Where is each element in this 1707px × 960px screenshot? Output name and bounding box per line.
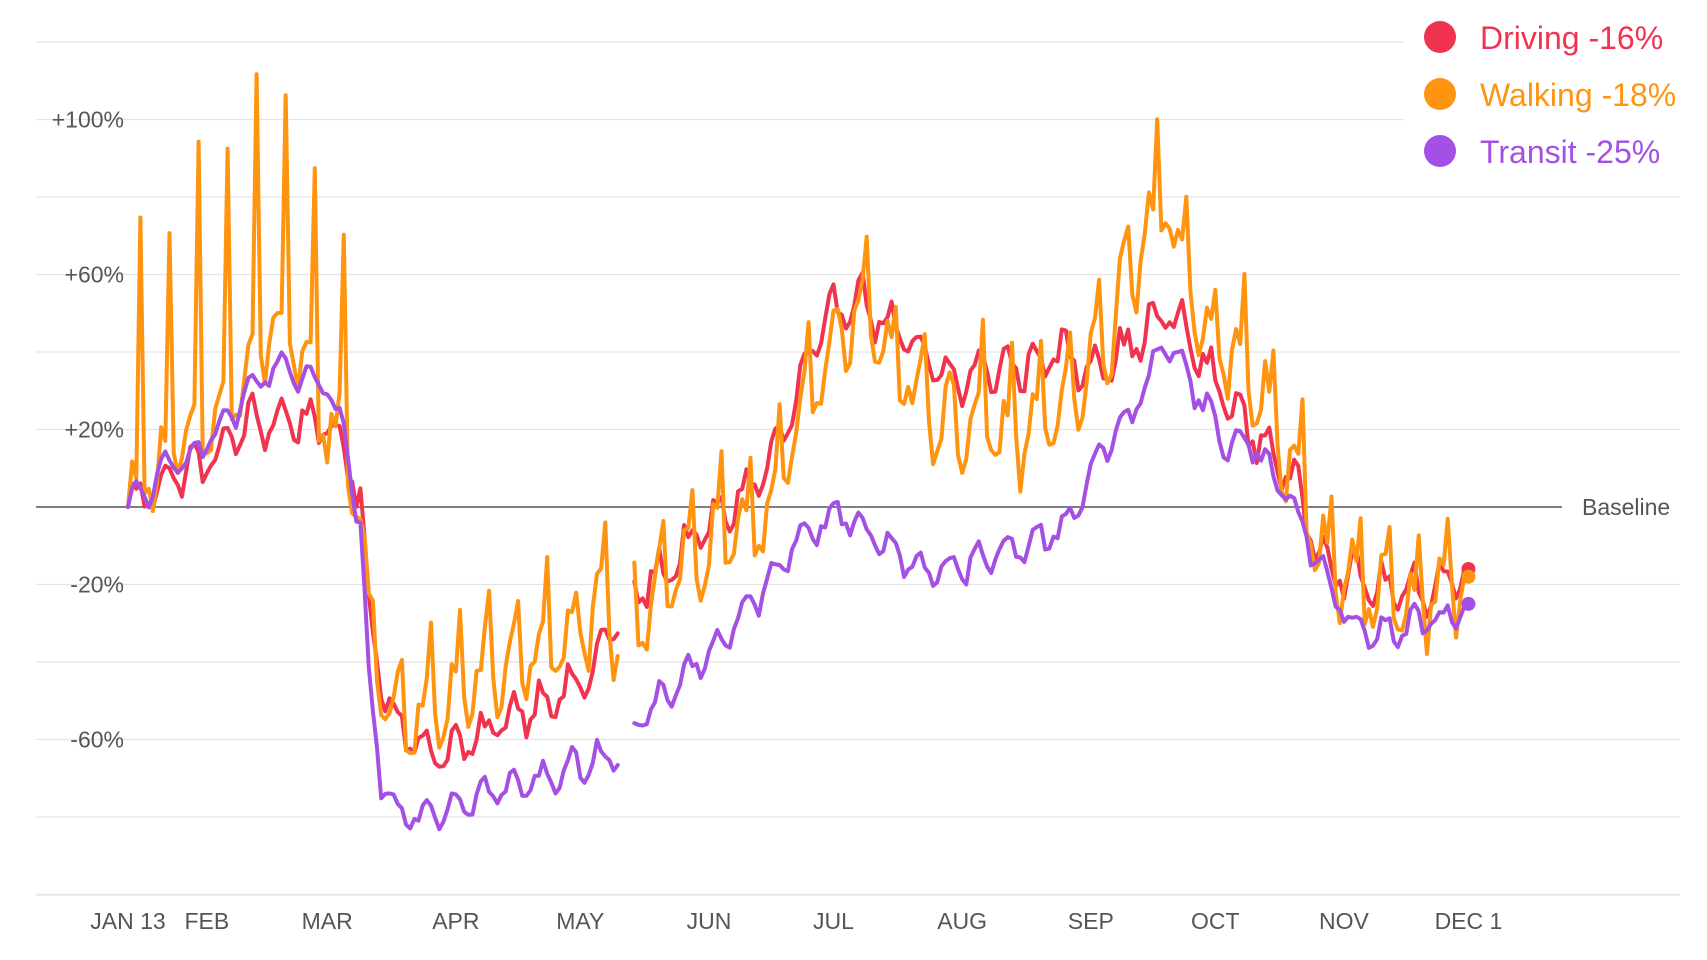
x-tick-label: OCT (1191, 908, 1240, 934)
legend-label-driving: Driving -16% (1480, 20, 1663, 56)
x-tick-label: APR (432, 908, 479, 934)
y-tick-label: +60% (65, 262, 124, 288)
x-tick-label: MAY (556, 908, 604, 934)
series-end-marker-transit (1461, 596, 1476, 611)
x-tick-label: DEC 1 (1435, 908, 1503, 934)
axis-labels: Baseline +100% +60% +20% -20% -60% JAN 13 FEB MA… (52, 107, 1671, 935)
y-tick-label: -20% (70, 572, 124, 598)
x-tick-label: MAR (302, 908, 353, 934)
x-tick-label: JUN (687, 908, 732, 934)
series-line-driving (126, 270, 1471, 769)
x-tick-label: AUG (937, 908, 987, 934)
legend-dot-driving (1424, 21, 1456, 53)
x-tick-label: JAN 13 (90, 908, 165, 934)
baseline-label: Baseline (1582, 494, 1670, 520)
series-lines (126, 72, 1476, 832)
x-tick-label: FEB (184, 908, 229, 934)
legend-dot-transit (1424, 135, 1456, 167)
series-line-transit (126, 345, 1471, 832)
y-tick-label: +20% (65, 417, 124, 443)
legend-dot-walking (1424, 78, 1456, 110)
legend: Driving -16% Walking -18% Transit -25% (1404, 8, 1700, 178)
legend-label-transit: Transit -25% (1480, 134, 1660, 170)
x-tick-label: JUL (813, 908, 854, 934)
legend-label-walking: Walking -18% (1480, 77, 1676, 113)
y-tick-label: -60% (70, 727, 124, 753)
x-tick-label: NOV (1319, 908, 1370, 934)
series-end-marker-walking (1461, 569, 1476, 584)
y-tick-label: +100% (52, 107, 124, 133)
series-line-walking (126, 72, 1471, 756)
x-tick-label: SEP (1068, 908, 1114, 934)
